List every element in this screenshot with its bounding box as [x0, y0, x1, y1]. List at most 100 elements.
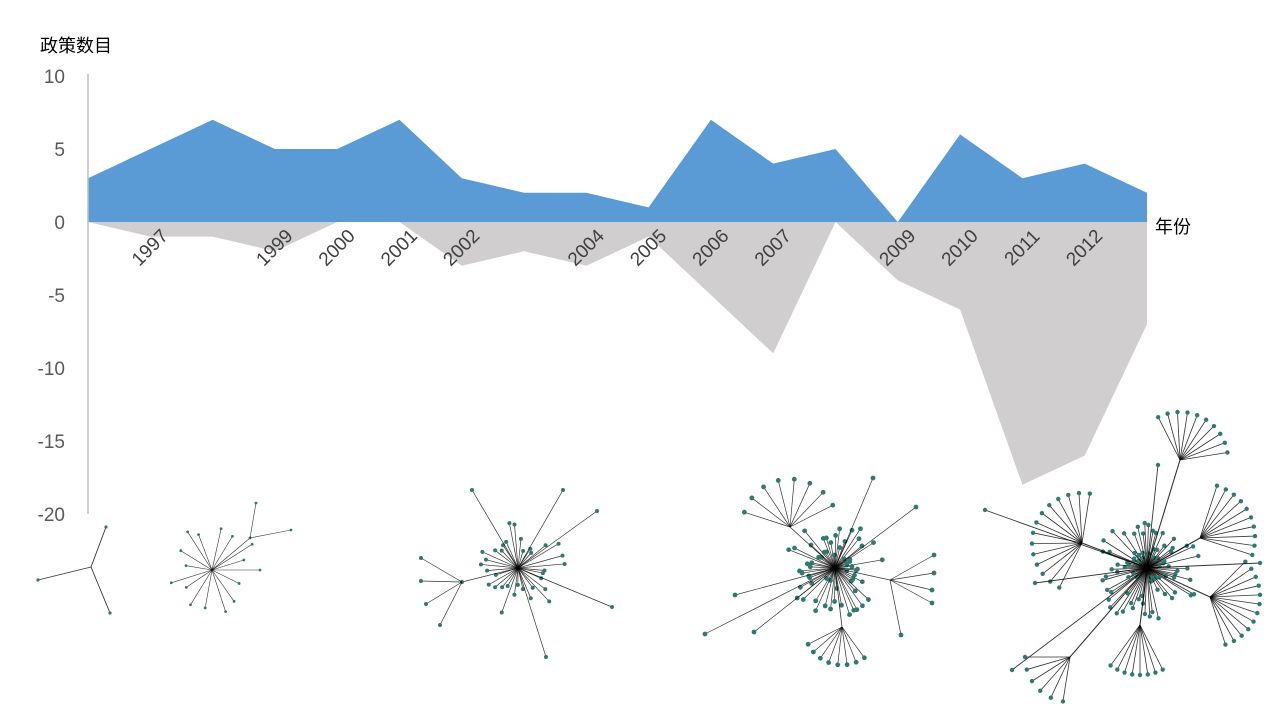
network-edge [1131, 624, 1141, 675]
network-edge [517, 489, 564, 569]
network-edge [517, 510, 598, 569]
network-node [1147, 614, 1153, 619]
network-edge [211, 569, 240, 584]
network-edge [788, 549, 836, 569]
network-edge [1036, 542, 1083, 565]
network-edge [420, 580, 463, 583]
network-edge [803, 567, 836, 600]
network-graph-5 [982, 409, 1263, 704]
network-edge [1034, 567, 1148, 584]
network-edge [837, 626, 843, 665]
network-node [36, 578, 40, 582]
network-node [1257, 601, 1262, 607]
network-node [258, 568, 262, 572]
network-node [849, 527, 855, 533]
network-node [530, 585, 535, 590]
network-edge [211, 528, 222, 571]
network-edge [1209, 594, 1260, 598]
network-edge [517, 567, 547, 658]
network-node [478, 562, 483, 567]
network-node [1056, 496, 1061, 502]
network-edge [1199, 537, 1255, 547]
network-edge [789, 492, 824, 528]
network-node [1154, 547, 1160, 553]
network-node [512, 592, 517, 597]
network-node [250, 542, 254, 546]
network-node [751, 629, 757, 635]
network-node [521, 549, 526, 554]
network-edge [744, 511, 791, 528]
network-node [1169, 595, 1175, 601]
network-edge [834, 535, 836, 569]
network-edge [1132, 567, 1148, 609]
network-node [1175, 409, 1180, 415]
network-edge [1139, 624, 1156, 673]
area-series-2 [88, 222, 1147, 485]
network-edge [834, 567, 855, 576]
network-node [813, 608, 819, 614]
network-edge [789, 479, 795, 528]
network-node [1100, 578, 1105, 583]
network-node [1195, 412, 1200, 418]
network-edge [1137, 526, 1148, 569]
network-node [1252, 533, 1258, 539]
network-edge [1167, 413, 1181, 461]
network-node [1109, 590, 1114, 595]
network-node [480, 549, 485, 554]
network-node [1188, 593, 1194, 598]
network-node [1145, 672, 1151, 677]
network-edge [834, 547, 841, 569]
network-edge [1110, 624, 1141, 666]
network-edge [834, 528, 861, 569]
network-edge [1122, 567, 1148, 612]
network-node [1039, 510, 1045, 516]
network-node [1130, 605, 1135, 611]
network-node [1162, 543, 1167, 548]
y-tick-label: 10 [44, 67, 65, 88]
network-edge [509, 523, 519, 569]
network-node [858, 526, 863, 532]
network-node [556, 541, 561, 546]
network-node [786, 547, 792, 553]
network-edge [1139, 624, 1149, 675]
network-edge [1081, 493, 1091, 544]
network-edge [1102, 567, 1148, 581]
network-edge [1041, 512, 1083, 544]
network-edge [811, 562, 836, 569]
network-node [1126, 575, 1131, 580]
network-node [810, 649, 816, 655]
network-edge [1146, 532, 1164, 569]
network-node [761, 484, 766, 490]
network-node [169, 581, 173, 585]
network-edge [1199, 489, 1227, 539]
network-edge [834, 567, 891, 581]
network-edge [517, 555, 563, 569]
network-node [1060, 699, 1066, 704]
network-edge [480, 564, 519, 569]
network-node [1057, 585, 1062, 590]
area-series-1 [88, 119, 1147, 222]
network-edge [841, 626, 865, 658]
y-tick-label: 0 [54, 213, 65, 234]
network-node [493, 548, 498, 553]
network-node [484, 557, 489, 562]
network-node [898, 632, 904, 638]
network-node [1251, 619, 1256, 624]
network-node [800, 597, 806, 602]
network-edge [1139, 624, 1164, 670]
network-edge [517, 563, 565, 569]
network-node [852, 572, 857, 578]
network-edge [487, 567, 519, 571]
network-edge [211, 537, 251, 571]
network-edge [514, 524, 519, 569]
network-edge [501, 550, 519, 569]
network-edge [1199, 535, 1255, 539]
network-edge [830, 567, 836, 610]
network-edge [1146, 567, 1192, 596]
network-edge [834, 528, 840, 569]
network-edge [1111, 567, 1148, 570]
network-edge [517, 538, 522, 569]
network-edge [777, 480, 791, 528]
network-node [518, 536, 523, 541]
